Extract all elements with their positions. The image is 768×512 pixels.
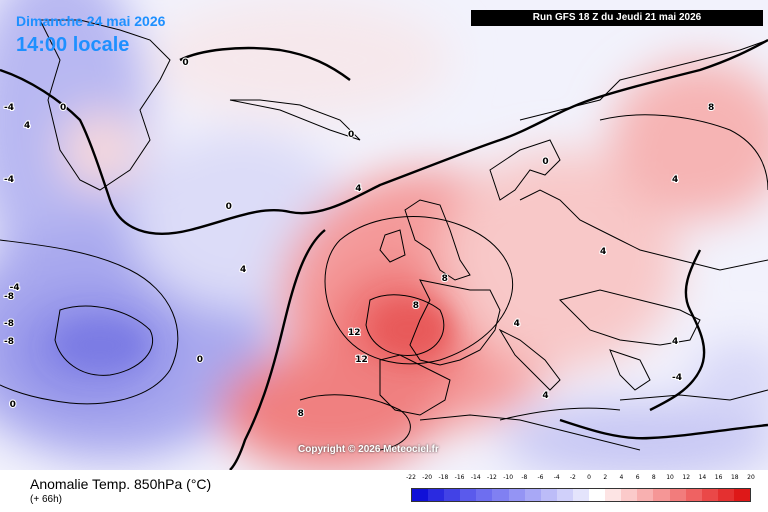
legend-label: -18 [438, 474, 449, 481]
legend-label: 8 [651, 474, 656, 481]
legend-swatch [669, 489, 686, 501]
legend-swatch [572, 489, 590, 501]
legend-label: -22 [406, 474, 416, 481]
legend-swatch [412, 489, 429, 501]
forecast-date: Dimanche 24 mai 2026 [16, 13, 166, 29]
contour-label: 8 [708, 103, 714, 113]
color-legend: -22 -20 -18 -16 -14 -12 -10 -8 -6 -4 -2 0 2 4 6 8 10 12 14… [406, 474, 755, 508]
positive-contours [299, 114, 768, 451]
contour-label: -8 [4, 337, 14, 347]
contour-label: -4 [672, 373, 682, 383]
contour-label: 8 [413, 301, 419, 311]
legend-label: 6 [635, 474, 640, 481]
legend-swatch [460, 489, 477, 501]
legend-label: 0 [587, 474, 591, 481]
legend-label: 10 [666, 474, 674, 481]
legend-label: 20 [747, 474, 755, 481]
legend-swatch [476, 489, 493, 501]
legend-label: -16 [454, 474, 465, 481]
zero-contours [0, 38, 768, 470]
legend-swatch [589, 489, 606, 501]
contour-label: -8 [4, 319, 14, 329]
contour-label: 0 [348, 130, 354, 140]
anomaly-core [55, 300, 450, 370]
legend-swatch [444, 489, 461, 501]
contour-label: 4 [672, 337, 678, 347]
contour-label: 4 [24, 121, 30, 131]
legend-swatch [685, 489, 702, 501]
contour-label: 0 [226, 202, 232, 212]
map-footer: Anomalie Temp. 850hPa (°C) (+ 66h) -22 -2… [0, 470, 768, 512]
legend-label: -14 [470, 474, 481, 481]
legend-swatch [508, 489, 525, 501]
contour-label: 4 [542, 391, 548, 401]
legend-swatch [524, 489, 541, 501]
legend-label: 12 [682, 474, 691, 481]
contour-label: 0 [197, 355, 203, 365]
contour-label: 0 [542, 157, 548, 167]
contour-label: 0 [10, 400, 16, 410]
contour-label: 4 [355, 184, 361, 194]
legend-label: -12 [487, 474, 497, 481]
legend-label: -4 [553, 474, 560, 481]
legend-swatch [637, 489, 654, 501]
legend-label: -8 [521, 474, 528, 481]
anomaly-field [0, 0, 768, 470]
legend-label: 2 [603, 474, 608, 481]
legend-label: -20 [422, 474, 433, 481]
contour-label: 8 [442, 274, 448, 284]
legend-color-bar [411, 488, 751, 502]
legend-swatch [733, 489, 750, 501]
contour-label: 4 [240, 265, 246, 275]
contour-label: -4 [4, 175, 14, 185]
legend-label: -2 [569, 474, 576, 481]
map-title: Anomalie Temp. 850hPa (°C) [30, 476, 212, 492]
legend-swatch [492, 489, 509, 501]
legend-label: 16 [714, 474, 723, 481]
legend-label: 18 [730, 474, 739, 481]
legend-label: 4 [619, 474, 624, 481]
contour-label: 12 [348, 328, 361, 338]
contour-label: 0 [182, 58, 188, 68]
contour-label: 8 [298, 409, 304, 419]
negative-contours [0, 239, 621, 421]
legend-swatch [540, 489, 557, 501]
contour-label: 4 [600, 247, 606, 257]
legend-swatch [653, 489, 670, 501]
contour-label: 4 [514, 319, 520, 329]
copyright-notice: Copyright © 2026 Meteociel.fr [298, 444, 439, 455]
contour-label: 0 [60, 103, 66, 113]
contour-label: -8 [4, 292, 14, 302]
legend-label: -6 [537, 474, 544, 481]
legend-swatch [428, 489, 445, 501]
legend-swatch [556, 489, 573, 501]
coastlines [39, 19, 768, 451]
legend-label: 14 [698, 474, 707, 481]
contour-label: 12 [355, 355, 368, 365]
contour-label: 4 [672, 175, 678, 185]
legend-swatch [701, 489, 718, 501]
contour-label: -4 [10, 283, 20, 293]
model-run-label: Run GFS 18 Z du Jeudi 21 mai 2026 [471, 10, 763, 26]
legend-swatch [621, 489, 638, 501]
forecast-lead-time: (+ 66h) [30, 494, 62, 505]
contour-label: -4 [4, 103, 14, 113]
legend-swatch [605, 489, 622, 501]
legend-labels: -22 -20 -18 -16 -14 -12 -10 -8 -6 -4 -2 0 2 4 6 8 10 12 14… [406, 474, 755, 486]
forecast-time: 14:00 locale [16, 34, 130, 56]
legend-swatch [717, 489, 734, 501]
legend-label: -10 [503, 474, 514, 481]
